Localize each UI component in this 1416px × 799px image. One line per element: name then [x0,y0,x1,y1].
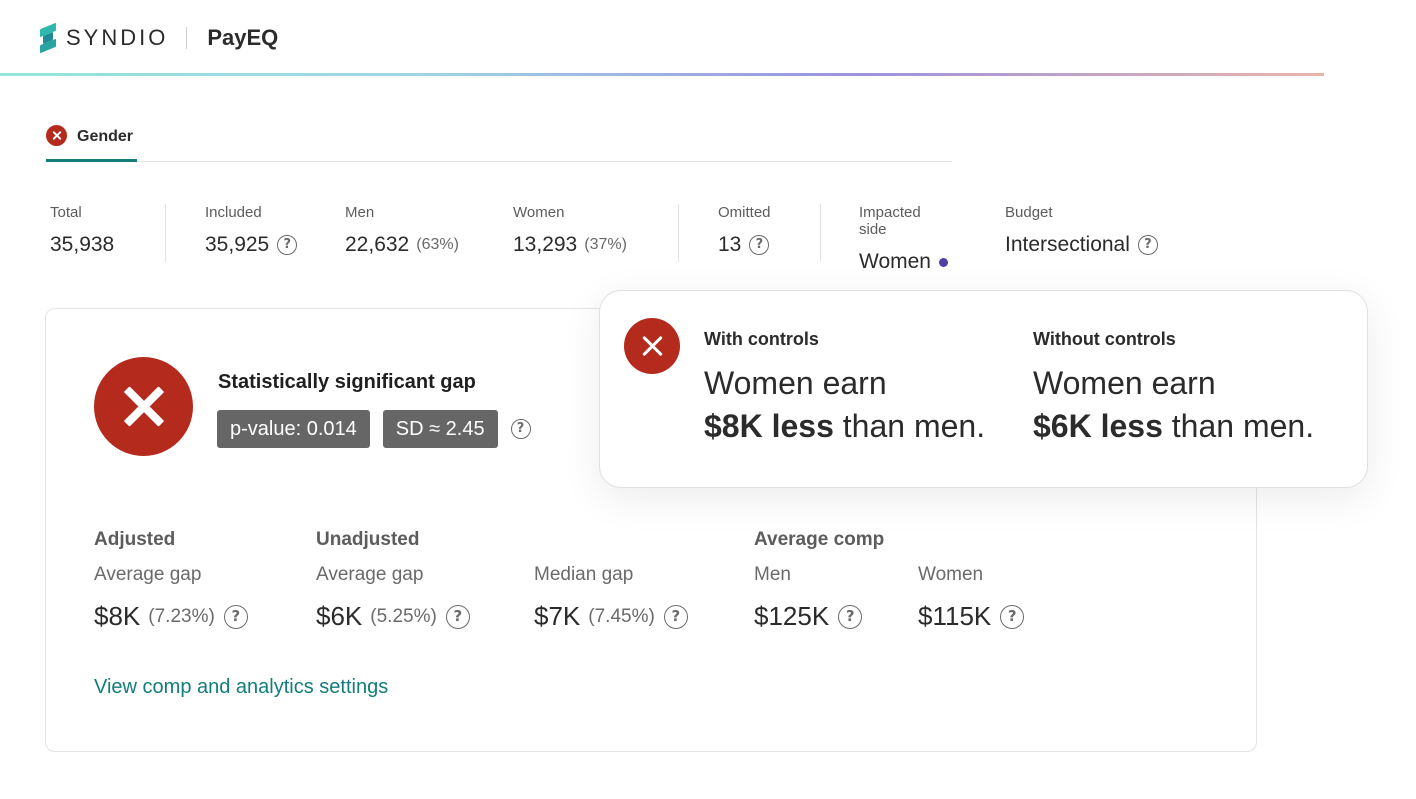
help-icon[interactable]: ? [663,604,688,629]
error-x-icon [624,318,680,374]
metric-heading: Unadjusted [316,529,420,550]
stat-label: Women [513,204,565,221]
gap-amount: $8K less [704,408,834,444]
stat-label: Total [50,204,82,221]
help-icon[interactable]: ? [838,604,863,629]
product-name: PayEQ [207,25,279,50]
stat-divider [678,204,679,262]
help-icon[interactable]: ? [510,419,531,439]
summary-suffix: than men. [1162,408,1315,444]
adjusted-gap-percent: (7.23%) [148,605,215,627]
stat-label: Men [345,204,375,221]
gap-explanation-popover: With controls Women earn $8K less than m… [599,290,1368,488]
stat-value: Women [859,250,948,274]
budget-value: Intersectional [1005,233,1130,256]
stat-impacted-side: Impacted side Women [859,204,948,274]
stat-included: Included 35,925 ? [205,204,298,257]
stat-divider [165,204,166,262]
metric-subheading: Average gap [94,564,202,585]
men-value: 22,632 [345,233,410,256]
analysis-tabs: Gender [46,124,952,162]
unadjusted-gap-percent: (5.25%) [370,605,437,627]
stat-value: 13,293 (37%) [513,233,627,257]
women-value: 13,293 [513,233,578,256]
help-icon[interactable]: ? [1000,604,1025,629]
tab-gender[interactable]: Gender [46,124,135,162]
stat-women: Women 13,293 (37%) [513,204,627,257]
men-average-comp-value: $125K [754,601,830,631]
stat-men: Men 22,632 (63%) [345,204,459,257]
logo-text: SYNDIO [66,25,169,50]
women-percent: (37%) [584,236,627,253]
median-gap-value: $7K [534,601,581,631]
men-percent: (63%) [416,236,459,253]
header-divider [186,27,188,49]
without-controls-summary: Without controls Women earn $6K less tha… [1033,329,1314,445]
total-value: 35,938 [50,233,115,256]
impacted-indicator-dot-icon [938,257,948,267]
sd-badge: SD ≈ 2.45 [382,410,498,448]
omitted-value: 13 [718,233,742,256]
unadjusted-gap-value: $6K [316,601,363,631]
metric-value: $8K (7.23%) ? [94,601,248,632]
summary-amount-line: $6K less than men. [1033,408,1314,445]
p-value-badge: p-value: 0.014 [217,410,370,448]
summary-suffix: than men. [833,408,986,444]
metric-subheading: Average gap [316,564,424,585]
metric-subheading: Men [754,564,791,585]
metric-value: $7K (7.45%) ? [534,601,688,632]
view-settings-link[interactable]: View comp and analytics settings [94,676,389,698]
stat-value: 35,938 [50,233,114,257]
with-controls-summary: With controls Women earn $8K less than m… [704,329,985,445]
summary-amount-line: $8K less than men. [704,408,985,445]
help-icon[interactable]: ? [277,235,298,255]
stat-total: Total 35,938 [50,204,114,257]
stat-label: Omitted [718,204,771,221]
significance-badges: p-value: 0.014 SD ≈ 2.45 ? [217,410,531,448]
stat-value: 35,925 ? [205,233,298,257]
syndio-logo[interactable]: SYNDIO [40,22,169,54]
error-x-icon [46,125,67,146]
adjusted-gap-value: $8K [94,601,141,631]
help-icon[interactable]: ? [223,604,248,629]
summary-heading: With controls [704,329,819,349]
summary-line: Women earn [704,365,887,401]
help-icon[interactable]: ? [749,235,770,255]
metric-value: $115K ? [918,601,1025,632]
summary-line: Women earn [1033,365,1216,401]
stat-omitted: Omitted 13 ? [718,204,771,257]
stat-label: Included [205,204,262,221]
tab-active-indicator [46,159,137,162]
metric-subheading: Median gap [534,564,634,585]
median-gap-percent: (7.45%) [588,605,655,627]
header-gradient-divider [0,73,1324,76]
impacted-side-value: Women [859,250,931,273]
women-average-comp-value: $115K [918,601,992,631]
stat-value: 13 ? [718,233,771,257]
metric-average-comp: Average comp Men $125K ? Women $115K ? [754,529,1025,631]
stat-value: Intersectional ? [1005,233,1158,257]
stat-value: 22,632 (63%) [345,233,459,257]
stat-divider [820,204,821,262]
metric-adjusted: Adjusted Average gap $8K (7.23%) ? [94,529,248,631]
metric-subheading: Women [918,564,984,585]
significance-title: Statistically significant gap [218,371,476,393]
help-icon[interactable]: ? [445,604,470,629]
tab-label: Gender [77,128,134,145]
metric-heading: Adjusted [94,529,176,550]
included-value: 35,925 [205,233,270,256]
stat-label: Budget [1005,204,1053,221]
metric-value: $6K (5.25%) ? [316,601,470,632]
metric-heading: Average comp [754,529,885,550]
help-icon[interactable]: ? [1137,235,1158,255]
stat-label: Impacted side [859,204,921,238]
metric-value: $125K ? [754,601,863,632]
summary-heading: Without controls [1033,329,1176,349]
error-x-icon [94,357,193,456]
stat-budget: Budget Intersectional ? [1005,204,1158,257]
syndio-logo-mark-icon [40,22,56,54]
metric-unadjusted: Unadjusted Average gap $6K (5.25%) ? Med… [316,529,688,631]
gap-amount: $6K less [1033,408,1163,444]
top-header: SYNDIO PayEQ [0,0,1324,76]
